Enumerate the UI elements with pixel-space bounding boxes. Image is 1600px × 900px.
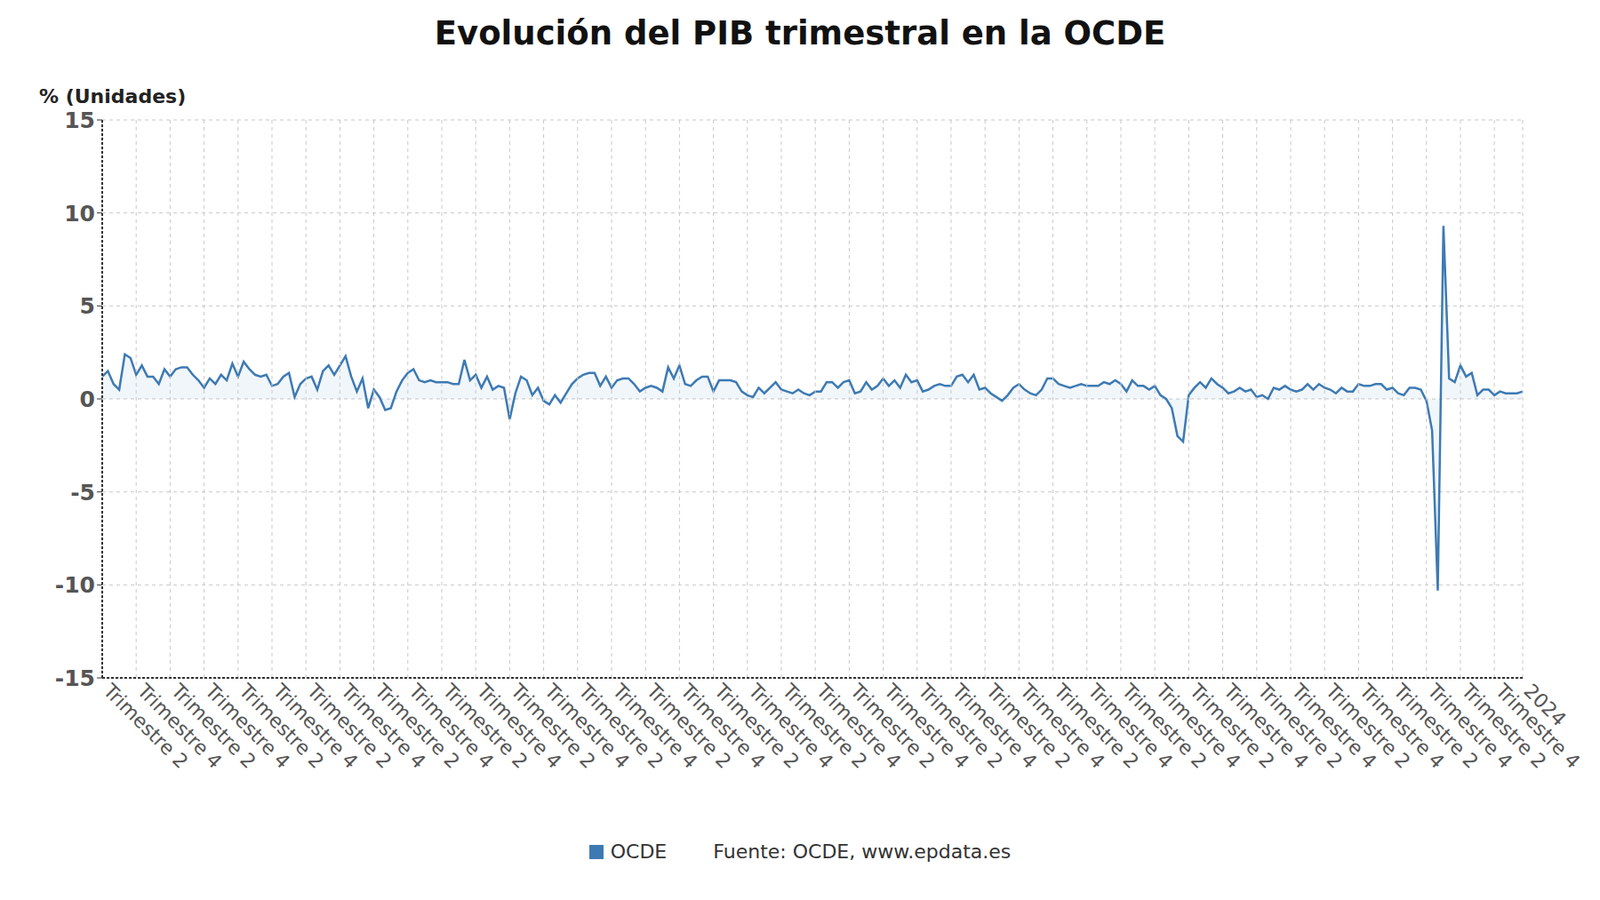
- svg-text:Trimestre 2: Trimestre 2: [846, 679, 940, 774]
- svg-text:Trimestre 4: Trimestre 4: [1015, 679, 1110, 774]
- svg-text:-5: -5: [70, 480, 96, 506]
- html-text:Fuente: OCDE, www.epdata.es: Fuente: OCDE, www.epdata.es: [713, 840, 1011, 864]
- svg-text:Trimestre 2: Trimestre 2: [302, 679, 397, 774]
- svg-text:5: 5: [80, 293, 96, 320]
- svg-text:Trimestre 4: Trimestre 4: [880, 679, 974, 774]
- svg-text:Trimestre 2: Trimestre 2: [1389, 679, 1483, 774]
- svg-text:10: 10: [64, 200, 96, 227]
- svg-text:Trimestre 2: Trimestre 2: [99, 679, 193, 774]
- svg-text:Trimestre 4: Trimestre 4: [947, 679, 1042, 774]
- svg-text:Trimestre 4: Trimestre 4: [540, 679, 634, 774]
- html-text:% (Unidades): % (Unidades): [39, 85, 187, 108]
- html-text:OCDE: OCDE: [610, 840, 667, 864]
- svg-text:Trimestre 4: Trimestre 4: [1083, 679, 1178, 774]
- svg-text:Trimestre 2: Trimestre 2: [167, 679, 261, 774]
- svg-text:Trimestre 2: Trimestre 2: [506, 679, 600, 774]
- svg-text:Trimestre 2: Trimestre 2: [913, 679, 1008, 774]
- svg-text:Trimestre 4: Trimestre 4: [676, 679, 770, 774]
- svg-text:Trimestre 2: Trimestre 2: [1253, 679, 1347, 774]
- svg-text:Trimestre 4: Trimestre 4: [744, 679, 838, 774]
- svg-text:15: 15: [64, 107, 96, 134]
- svg-text:Trimestre 2: Trimestre 2: [981, 679, 1076, 774]
- svg-text:Trimestre 4: Trimestre 4: [404, 679, 499, 774]
- svg-text:Trimestre 4: Trimestre 4: [1490, 679, 1585, 774]
- svg-text:Trimestre 2: Trimestre 2: [1117, 679, 1212, 774]
- html-text:Evolución del PIB trimestral e: Evolución del PIB trimestral en la OCDE: [434, 14, 1166, 53]
- svg-text:Trimestre 4: Trimestre 4: [608, 679, 702, 774]
- svg-text:Trimestre 4: Trimestre 4: [336, 679, 431, 774]
- svg-text:Trimestre 2: Trimestre 2: [438, 679, 532, 774]
- svg-text:Trimestre 4: Trimestre 4: [1423, 679, 1517, 774]
- svg-text:Trimestre 4: Trimestre 4: [268, 679, 363, 774]
- svg-text:Trimestre 2: Trimestre 2: [778, 679, 872, 774]
- svg-text:Trimestre 4: Trimestre 4: [133, 679, 227, 774]
- svg-text:Trimestre 4: Trimestre 4: [812, 679, 906, 774]
- svg-text:Trimestre 2: Trimestre 2: [574, 679, 668, 774]
- svg-text:Trimestre 2: Trimestre 2: [234, 679, 329, 774]
- svg-text:-15: -15: [55, 665, 96, 692]
- svg-text:Trimestre 4: Trimestre 4: [1287, 679, 1381, 774]
- svg-text:Trimestre 2: Trimestre 2: [642, 679, 736, 774]
- svg-text:Trimestre 4: Trimestre 4: [472, 679, 566, 774]
- svg-text:Trimestre 2: Trimestre 2: [1321, 679, 1415, 774]
- svg-text:Trimestre 2: Trimestre 2: [1185, 679, 1280, 774]
- svg-text:Trimestre 4: Trimestre 4: [1355, 679, 1449, 774]
- svg-text:Trimestre 4: Trimestre 4: [1151, 679, 1246, 774]
- svg-text:Trimestre 2: Trimestre 2: [710, 679, 804, 774]
- svg-text:Trimestre 4: Trimestre 4: [1219, 679, 1313, 774]
- svg-text:Trimestre 4: Trimestre 4: [200, 679, 295, 774]
- svg-text:Trimestre 2: Trimestre 2: [1457, 679, 1551, 774]
- svg-text:-10: -10: [55, 572, 96, 599]
- svg-text:0: 0: [80, 386, 96, 413]
- svg-text:Trimestre 2: Trimestre 2: [370, 679, 465, 774]
- svg-text:Trimestre 2: Trimestre 2: [1049, 679, 1144, 774]
- svg-text:2024: 2024: [1519, 680, 1570, 731]
